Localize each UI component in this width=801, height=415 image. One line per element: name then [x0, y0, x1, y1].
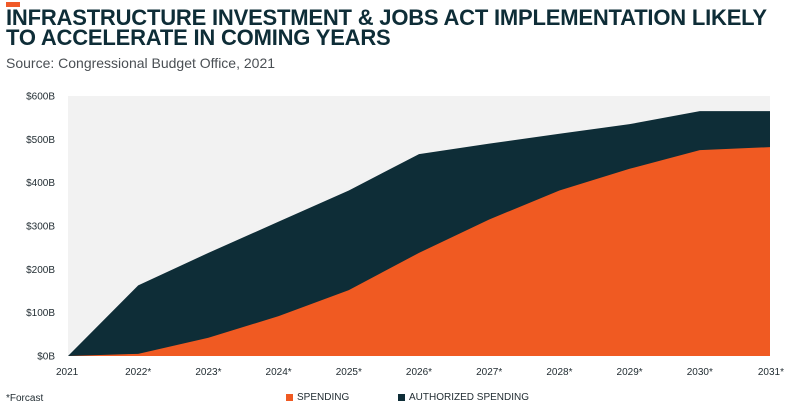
- x-tick-label: 2031*: [758, 367, 784, 378]
- x-tick-label: 2022*: [125, 367, 151, 378]
- chart-title: INFRASTRUCTURE INVESTMENT & JOBS ACT IMP…: [6, 5, 767, 50]
- footnote: *Forcast: [6, 393, 44, 404]
- accent-bar: [6, 2, 20, 7]
- x-tick-label: 2026*: [406, 367, 432, 378]
- chart-subtitle: Source: Congressional Budget Office, 202…: [6, 55, 276, 71]
- x-tick-label: 2028*: [546, 367, 572, 378]
- x-tick-label: 2023*: [195, 367, 221, 378]
- legend-label-authorized: AUTHORIZED SPENDING: [409, 392, 530, 403]
- y-tick-label: $300B: [26, 222, 55, 233]
- x-tick-label: 2030*: [687, 367, 713, 378]
- y-tick-label: $200B: [26, 265, 55, 276]
- y-axis-ticks: $0B $100B $200B $300B $400B $500B $600B: [26, 92, 55, 363]
- legend-label-spending: SPENDING: [297, 392, 350, 403]
- x-tick-label: 2029*: [617, 367, 643, 378]
- y-tick-label: $600B: [26, 92, 55, 103]
- spending-area: [68, 147, 770, 356]
- legend-swatch-authorized: [398, 394, 405, 401]
- x-tick-label: 2024*: [266, 367, 292, 378]
- y-tick-label: $400B: [26, 178, 55, 189]
- x-tick-label: 2021: [56, 367, 79, 378]
- x-axis-ticks: 2021 2022* 2023* 2024* 2025* 2026* 2027* 2028* 2…: [56, 367, 784, 378]
- legend-item-authorized: AUTHORIZED SPENDING: [398, 392, 529, 403]
- y-tick-label: $0B: [37, 352, 55, 363]
- y-tick-label: $100B: [26, 308, 55, 319]
- x-tick-label: 2025*: [336, 367, 362, 378]
- legend-swatch-spending: [286, 394, 293, 401]
- legend-item-spending: SPENDING: [286, 392, 349, 403]
- x-tick-label: 2027*: [476, 367, 502, 378]
- y-tick-label: $500B: [26, 135, 55, 146]
